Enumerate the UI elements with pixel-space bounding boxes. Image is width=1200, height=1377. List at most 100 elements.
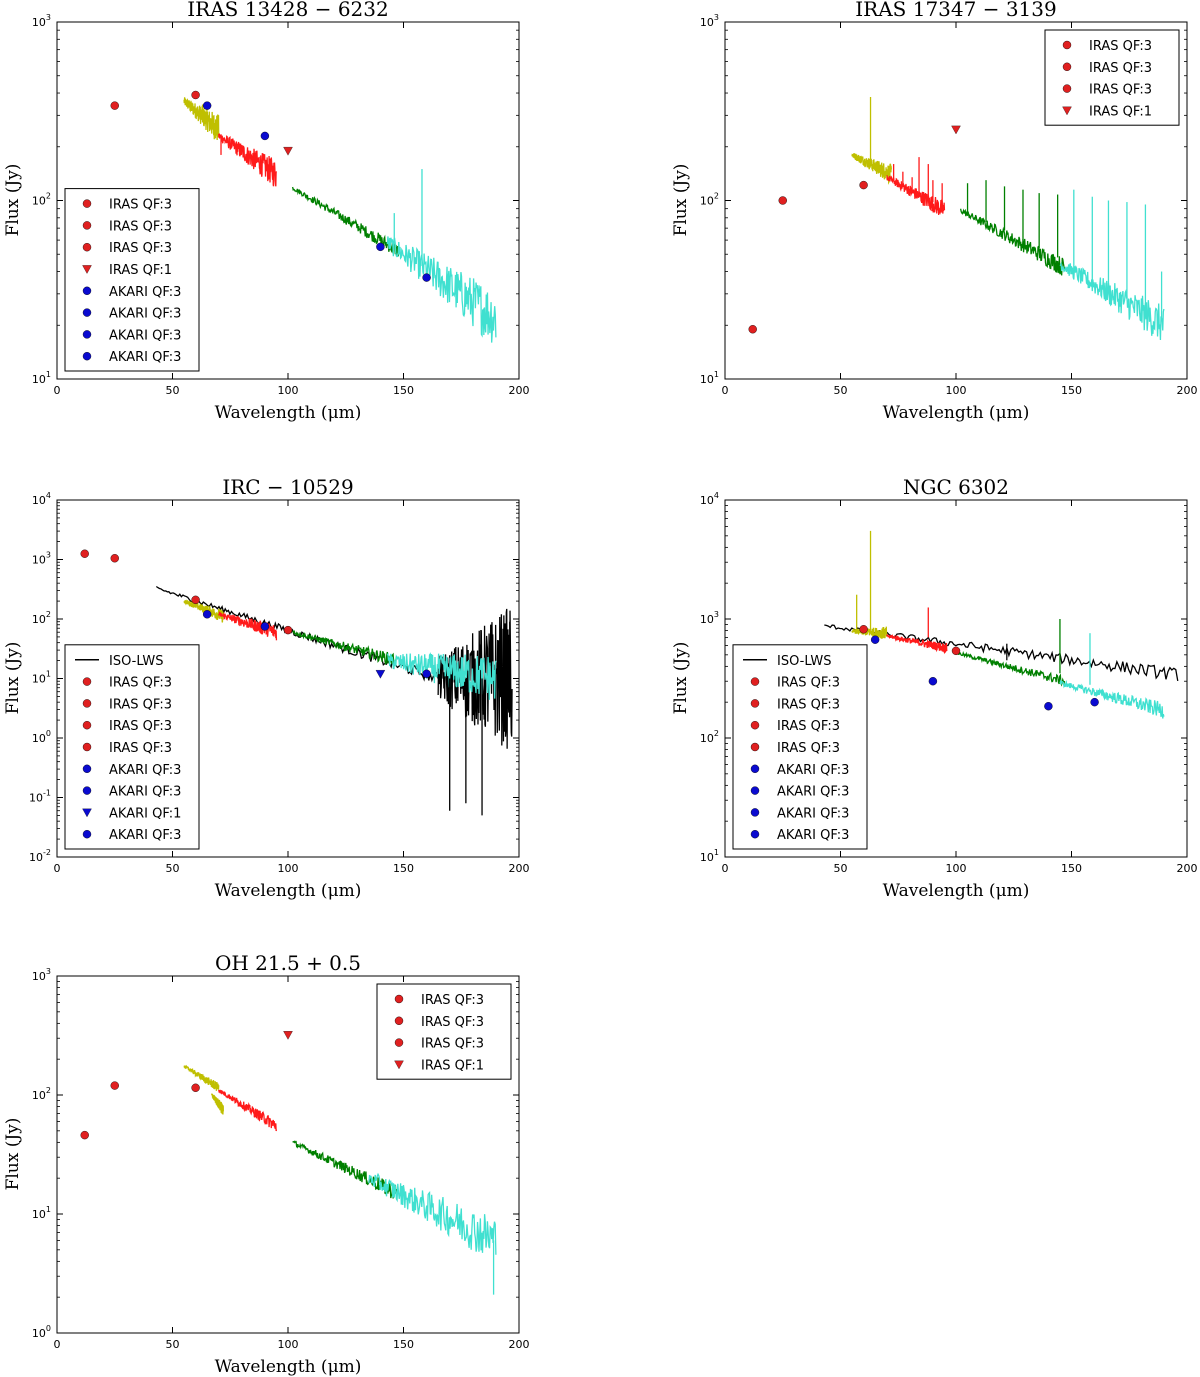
spectrum-segment	[386, 236, 497, 343]
legend-marker	[750, 721, 760, 730]
y-tick-label: 10-2	[29, 848, 51, 864]
legend: IRAS QF:3 IRAS QF:3 IRAS QF:3 IRAS QF:1 AKAR…	[64, 188, 200, 372]
spectrum-segment	[292, 1140, 398, 1199]
x-tick-label: 100	[946, 384, 967, 397]
legend-marker	[394, 1038, 404, 1047]
spectrum-segment	[211, 1093, 224, 1115]
legend-marker	[82, 786, 92, 795]
photometry-point	[748, 325, 757, 334]
x-tick-label: 50	[834, 384, 848, 397]
plot-area	[824, 530, 1179, 719]
legend-entry-label: AKARI QF:1	[109, 806, 181, 821]
y-tick-label: 103	[700, 13, 719, 29]
x-tick-label: 0	[54, 384, 61, 397]
legend-entry-label: AKARI QF:3	[777, 828, 849, 843]
legend-marker	[82, 330, 92, 339]
legend-entry-label: IRAS QF:3	[109, 741, 172, 756]
spectrum-segment	[1059, 679, 1165, 719]
x-tick-label: 100	[946, 862, 967, 875]
x-axis-label: Wavelength (μm)	[215, 403, 362, 423]
photometry-point	[422, 669, 431, 678]
photometry-point	[778, 196, 787, 205]
y-tick-label: 103	[32, 967, 51, 983]
legend-marker	[750, 808, 760, 817]
spectrum-segment	[183, 599, 224, 623]
legend-entry-label: AKARI QF:3	[109, 828, 181, 843]
legend-entry-label: AKARI QF:3	[109, 328, 181, 343]
legend-marker	[750, 830, 760, 839]
y-tick-label: 101	[700, 848, 719, 864]
x-tick-label: 150	[1061, 384, 1082, 397]
x-tick-label: 50	[166, 862, 180, 875]
spectrum-segment	[292, 629, 398, 668]
legend-marker	[82, 242, 92, 252]
legend-marker	[82, 808, 92, 818]
legend-entry-label: ISO-LWS	[777, 654, 832, 669]
spectrum-segment	[183, 1064, 220, 1091]
legend-marker	[750, 677, 760, 686]
spectrum-segment	[218, 133, 278, 187]
x-tick-label: 50	[166, 384, 180, 397]
y-axis-label: Flux (Jy)	[671, 642, 691, 715]
y-tick-label: 103	[32, 13, 51, 29]
y-tick-label: 10-1	[29, 789, 51, 805]
photometry-point	[859, 180, 868, 190]
legend-marker	[82, 221, 92, 230]
photometry-point	[80, 1130, 89, 1140]
photometry-point	[110, 1081, 119, 1090]
legend-entry-label: IRAS QF:3	[777, 719, 840, 734]
legend-marker	[1062, 62, 1072, 72]
y-tick-label: 101	[32, 370, 51, 386]
legend: ISO-LWS IRAS QF:3 IRAS QF:3 IRAS QF:3 IRAS Q…	[732, 644, 868, 850]
photometry-point	[202, 610, 212, 619]
x-axis-label: Wavelength (μm)	[883, 403, 1030, 423]
spectrum-segment	[218, 1089, 278, 1132]
x-tick-label: 100	[278, 384, 299, 397]
spectrum-segment	[437, 608, 513, 749]
legend-marker	[82, 352, 92, 361]
x-tick-label: 150	[393, 384, 414, 397]
y-tick-label: 101	[700, 370, 719, 386]
y-tick-label: 101	[32, 1205, 51, 1221]
legend-marker	[750, 764, 760, 773]
legend-entry-label: AKARI QF:3	[109, 285, 181, 300]
x-tick-label: 100	[278, 862, 299, 875]
legend-entry-label: IRAS QF:3	[1089, 83, 1152, 98]
photometry-point	[951, 646, 961, 656]
spectrum-segment	[851, 626, 888, 639]
spectrum-segment	[386, 652, 497, 700]
legend-entry-label: IRAS QF:3	[109, 719, 172, 734]
plot-area	[748, 97, 1165, 341]
legend-entry-label: IRAS QF:3	[109, 676, 172, 691]
legend-marker	[82, 308, 92, 317]
y-axis-label: Flux (Jy)	[3, 1118, 23, 1191]
y-axis-label: Flux (Jy)	[671, 164, 691, 237]
y-tick-label: 103	[700, 610, 719, 626]
y-tick-label: 100	[32, 729, 51, 745]
photometry-point	[191, 1083, 200, 1092]
photometry-point	[283, 1031, 293, 1040]
legend-marker	[82, 721, 92, 730]
photometry-point	[283, 146, 293, 156]
x-tick-label: 0	[722, 862, 729, 875]
photometry-point	[422, 273, 431, 282]
legend-entry-label: AKARI QF:3	[777, 785, 849, 800]
panel-ngc-6302: NGC 6302 Wavelength (μm) Flux (Jy) 0 50 10…	[671, 475, 1198, 901]
spectrum-segment	[368, 1172, 497, 1255]
photometry-point	[283, 625, 293, 635]
photometry-point	[110, 101, 119, 110]
legend: IRAS QF:3 IRAS QF:3 IRAS QF:3 IRAS QF:1	[1044, 29, 1180, 126]
x-axis-label: Wavelength (μm)	[215, 1357, 362, 1377]
x-tick-label: 200	[509, 384, 530, 397]
legend-entry-label: IRAS QF:3	[109, 697, 172, 712]
legend-entry-label: AKARI QF:3	[109, 350, 181, 365]
spectrum-segment	[886, 633, 948, 655]
panel-title: OH 21.5 + 0.5	[215, 951, 361, 975]
y-tick-label: 104	[32, 491, 51, 507]
legend-marker	[1062, 40, 1072, 50]
x-tick-label: 150	[1061, 862, 1082, 875]
photometry-point	[260, 622, 270, 631]
legend-entry-label: IRAS QF:1	[109, 263, 172, 278]
x-axis-label: Wavelength (μm)	[883, 881, 1030, 901]
photometry-point	[1044, 702, 1053, 711]
